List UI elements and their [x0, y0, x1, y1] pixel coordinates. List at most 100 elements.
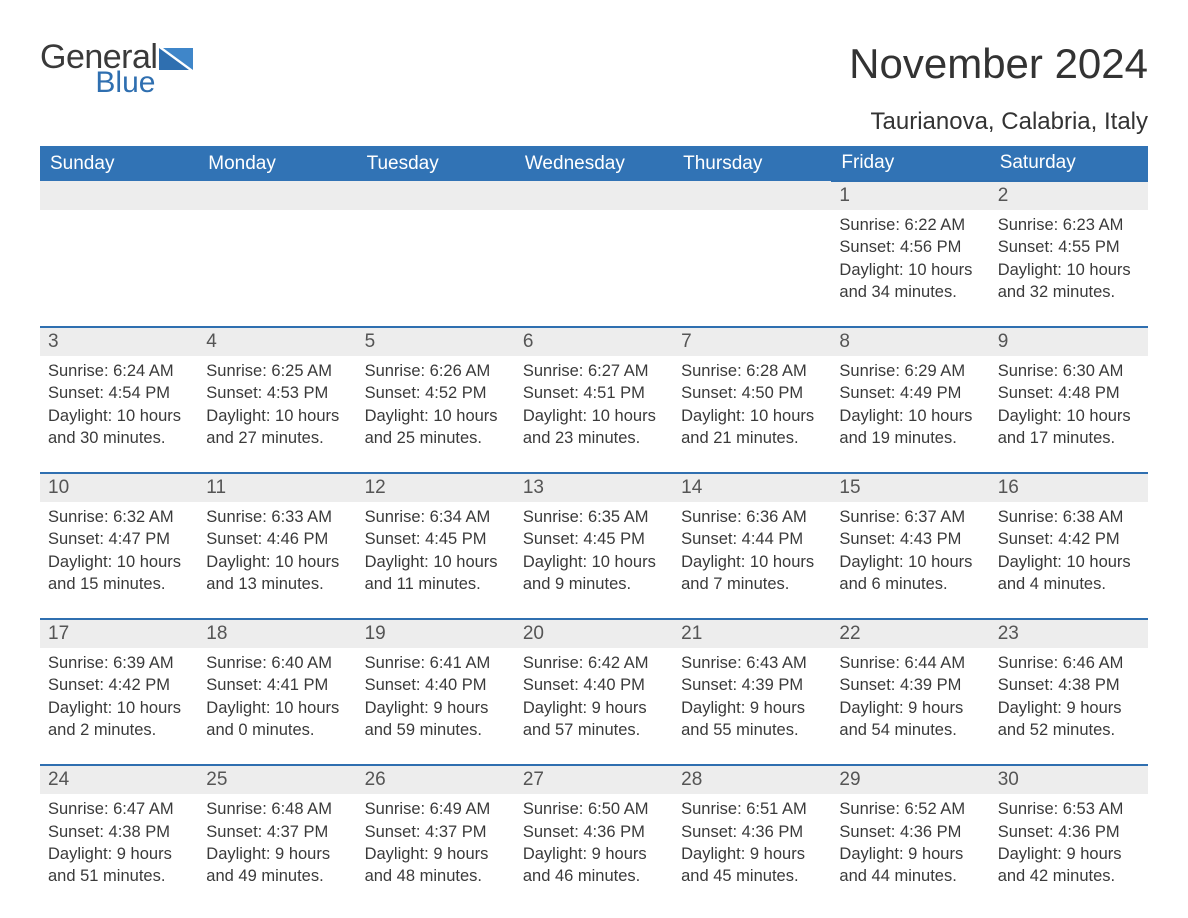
sunset-line: Sunset: 4:43 PM	[839, 528, 981, 550]
daylight-line: Daylight: 10 hours and 27 minutes.	[206, 405, 348, 450]
day-data-row: Sunrise: 6:39 AMSunset: 4:42 PMDaylight:…	[40, 648, 1148, 747]
sunrise-line: Sunrise: 6:48 AM	[206, 798, 348, 820]
day-data-cell: Sunrise: 6:28 AMSunset: 4:50 PMDaylight:…	[673, 356, 831, 455]
sunrise-line: Sunrise: 6:50 AM	[523, 798, 665, 820]
daylight-line: Daylight: 9 hours and 46 minutes.	[523, 843, 665, 888]
day-number-cell: 24	[40, 765, 198, 794]
day-number-cell: 11	[198, 473, 356, 502]
sunrise-line: Sunrise: 6:22 AM	[839, 214, 981, 236]
daylight-line: Daylight: 9 hours and 48 minutes.	[365, 843, 507, 888]
sunrise-line: Sunrise: 6:33 AM	[206, 506, 348, 528]
day-data-row: Sunrise: 6:24 AMSunset: 4:54 PMDaylight:…	[40, 356, 1148, 455]
day-number-cell	[40, 181, 198, 210]
sunset-line: Sunset: 4:39 PM	[681, 674, 823, 696]
day-data-row: Sunrise: 6:22 AMSunset: 4:56 PMDaylight:…	[40, 210, 1148, 309]
day-data-cell: Sunrise: 6:43 AMSunset: 4:39 PMDaylight:…	[673, 648, 831, 747]
day-header: Monday	[198, 146, 356, 181]
daylight-line: Daylight: 9 hours and 59 minutes.	[365, 697, 507, 742]
day-data-cell	[515, 210, 673, 309]
day-number-cell: 23	[990, 619, 1148, 648]
sunset-line: Sunset: 4:36 PM	[998, 821, 1140, 843]
sunrise-line: Sunrise: 6:27 AM	[523, 360, 665, 382]
daylight-line: Daylight: 9 hours and 55 minutes.	[681, 697, 823, 742]
sunrise-line: Sunrise: 6:34 AM	[365, 506, 507, 528]
brand-logo: General Blue	[40, 40, 193, 98]
sunset-line: Sunset: 4:47 PM	[48, 528, 190, 550]
daylight-line: Daylight: 10 hours and 34 minutes.	[839, 259, 981, 304]
day-data-cell: Sunrise: 6:38 AMSunset: 4:42 PMDaylight:…	[990, 502, 1148, 601]
day-number-cell	[198, 181, 356, 210]
daylight-line: Daylight: 10 hours and 19 minutes.	[839, 405, 981, 450]
day-header: Friday	[831, 146, 989, 181]
day-number-cell	[515, 181, 673, 210]
day-data-cell: Sunrise: 6:41 AMSunset: 4:40 PMDaylight:…	[357, 648, 515, 747]
day-header: Saturday	[990, 146, 1148, 181]
day-data-cell: Sunrise: 6:53 AMSunset: 4:36 PMDaylight:…	[990, 794, 1148, 893]
sunrise-line: Sunrise: 6:37 AM	[839, 506, 981, 528]
day-number-cell: 14	[673, 473, 831, 502]
day-number-cell: 18	[198, 619, 356, 648]
sunrise-line: Sunrise: 6:43 AM	[681, 652, 823, 674]
day-data-cell: Sunrise: 6:36 AMSunset: 4:44 PMDaylight:…	[673, 502, 831, 601]
sunrise-line: Sunrise: 6:32 AM	[48, 506, 190, 528]
day-number-cell	[357, 181, 515, 210]
day-data-cell: Sunrise: 6:52 AMSunset: 4:36 PMDaylight:…	[831, 794, 989, 893]
sunset-line: Sunset: 4:36 PM	[523, 821, 665, 843]
sunrise-line: Sunrise: 6:39 AM	[48, 652, 190, 674]
daylight-line: Daylight: 10 hours and 7 minutes.	[681, 551, 823, 596]
day-data-cell: Sunrise: 6:40 AMSunset: 4:41 PMDaylight:…	[198, 648, 356, 747]
day-number-cell: 26	[357, 765, 515, 794]
day-number-row: 3456789	[40, 327, 1148, 356]
sunset-line: Sunset: 4:49 PM	[839, 382, 981, 404]
sunset-line: Sunset: 4:55 PM	[998, 236, 1140, 258]
day-number-cell: 21	[673, 619, 831, 648]
day-data-cell: Sunrise: 6:47 AMSunset: 4:38 PMDaylight:…	[40, 794, 198, 893]
day-data-cell: Sunrise: 6:33 AMSunset: 4:46 PMDaylight:…	[198, 502, 356, 601]
sunrise-line: Sunrise: 6:49 AM	[365, 798, 507, 820]
day-number-cell: 15	[831, 473, 989, 502]
daylight-line: Daylight: 10 hours and 23 minutes.	[523, 405, 665, 450]
sunrise-line: Sunrise: 6:44 AM	[839, 652, 981, 674]
day-data-cell	[673, 210, 831, 309]
sunset-line: Sunset: 4:38 PM	[48, 821, 190, 843]
day-number-cell: 6	[515, 327, 673, 356]
day-data-cell: Sunrise: 6:35 AMSunset: 4:45 PMDaylight:…	[515, 502, 673, 601]
day-data-cell	[40, 210, 198, 309]
day-data-cell: Sunrise: 6:29 AMSunset: 4:49 PMDaylight:…	[831, 356, 989, 455]
day-number-cell: 17	[40, 619, 198, 648]
sunset-line: Sunset: 4:50 PM	[681, 382, 823, 404]
sunset-line: Sunset: 4:52 PM	[365, 382, 507, 404]
day-number-cell: 28	[673, 765, 831, 794]
sunset-line: Sunset: 4:51 PM	[523, 382, 665, 404]
daylight-line: Daylight: 10 hours and 6 minutes.	[839, 551, 981, 596]
sunrise-line: Sunrise: 6:47 AM	[48, 798, 190, 820]
day-header: Thursday	[673, 146, 831, 181]
sunrise-line: Sunrise: 6:23 AM	[998, 214, 1140, 236]
sunrise-line: Sunrise: 6:29 AM	[839, 360, 981, 382]
day-number-cell: 3	[40, 327, 198, 356]
day-data-cell: Sunrise: 6:26 AMSunset: 4:52 PMDaylight:…	[357, 356, 515, 455]
day-data-cell: Sunrise: 6:27 AMSunset: 4:51 PMDaylight:…	[515, 356, 673, 455]
day-data-cell: Sunrise: 6:46 AMSunset: 4:38 PMDaylight:…	[990, 648, 1148, 747]
sunset-line: Sunset: 4:41 PM	[206, 674, 348, 696]
sunset-line: Sunset: 4:56 PM	[839, 236, 981, 258]
sunrise-line: Sunrise: 6:36 AM	[681, 506, 823, 528]
day-data-row: Sunrise: 6:47 AMSunset: 4:38 PM Daylight:…	[40, 794, 1148, 893]
sunrise-line: Sunrise: 6:28 AM	[681, 360, 823, 382]
sunrise-line: Sunrise: 6:52 AM	[839, 798, 981, 820]
day-header: Sunday	[40, 146, 198, 181]
sunrise-line: Sunrise: 6:25 AM	[206, 360, 348, 382]
sunrise-line: Sunrise: 6:30 AM	[998, 360, 1140, 382]
day-number-cell: 10	[40, 473, 198, 502]
day-number-cell: 4	[198, 327, 356, 356]
daylight-line: Daylight: 10 hours and 21 minutes.	[681, 405, 823, 450]
day-data-cell: Sunrise: 6:30 AMSunset: 4:48 PMDaylight:…	[990, 356, 1148, 455]
sunrise-line: Sunrise: 6:26 AM	[365, 360, 507, 382]
day-header: Wednesday	[515, 146, 673, 181]
day-number-cell: 2	[990, 181, 1148, 210]
sunrise-line: Sunrise: 6:24 AM	[48, 360, 190, 382]
day-number-cell: 27	[515, 765, 673, 794]
day-header-row: SundayMondayTuesdayWednesdayThursdayFrid…	[40, 146, 1148, 181]
sunset-line: Sunset: 4:38 PM	[998, 674, 1140, 696]
day-number-cell: 29	[831, 765, 989, 794]
